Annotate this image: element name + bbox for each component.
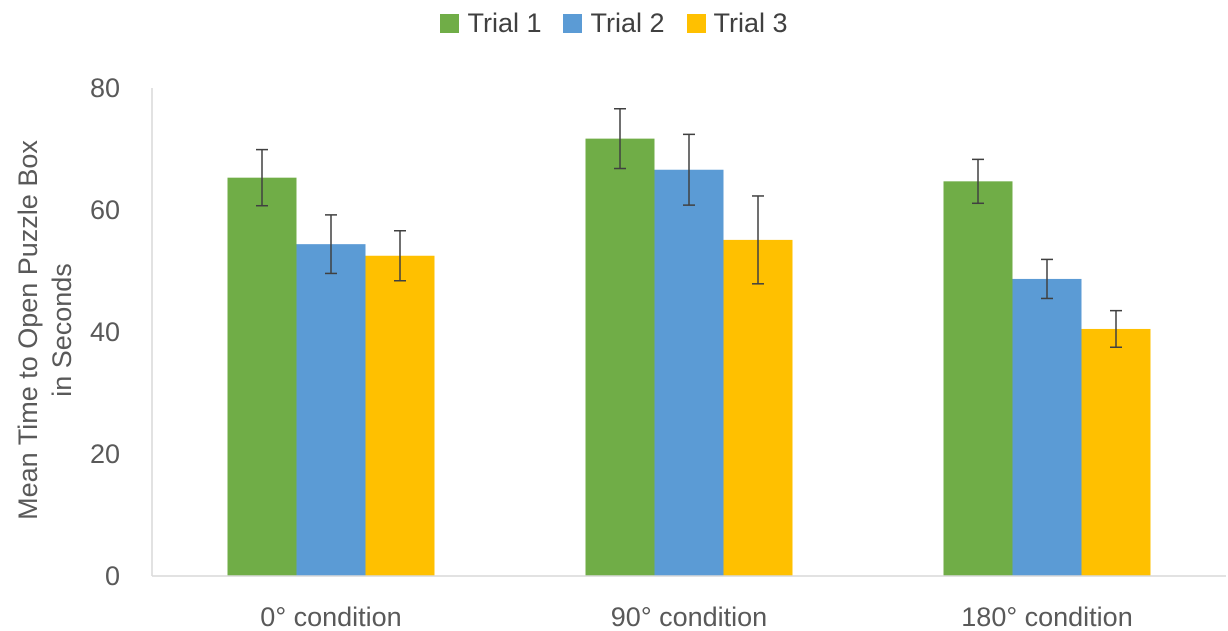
legend-item-trial-1: Trial 1 — [440, 8, 541, 39]
x-tick-label: 90° condition — [611, 602, 767, 631]
bar — [723, 239, 793, 576]
x-tick-label: 180° condition — [961, 602, 1132, 631]
bar — [1081, 328, 1151, 576]
legend-label-trial-1: Trial 1 — [467, 8, 542, 38]
bar — [1012, 278, 1082, 576]
legend-swatch-trial-1 — [440, 14, 460, 33]
y-tick-label: 40 — [90, 317, 120, 347]
legend-item-trial-2: Trial 2 — [563, 8, 665, 39]
bar — [585, 138, 655, 576]
bar — [227, 177, 297, 577]
legend-label-trial-2: Trial 2 — [590, 8, 665, 38]
y-tick-label: 0 — [105, 561, 120, 591]
y-tick-label: 80 — [90, 73, 120, 103]
y-tick-label: 60 — [90, 195, 120, 225]
bar — [943, 181, 1013, 576]
bar — [365, 255, 435, 576]
y-tick-label: 20 — [90, 439, 120, 469]
legend-swatch-trial-3 — [686, 14, 706, 33]
legend-label-trial-3: Trial 3 — [713, 8, 788, 38]
x-tick-label: 0° condition — [260, 602, 401, 631]
bar — [654, 169, 724, 577]
legend: Trial 1 Trial 2 Trial 3 — [0, 8, 1228, 39]
legend-item-trial-3: Trial 3 — [686, 8, 788, 39]
legend-swatch-trial-2 — [563, 14, 583, 33]
bar — [296, 244, 366, 576]
